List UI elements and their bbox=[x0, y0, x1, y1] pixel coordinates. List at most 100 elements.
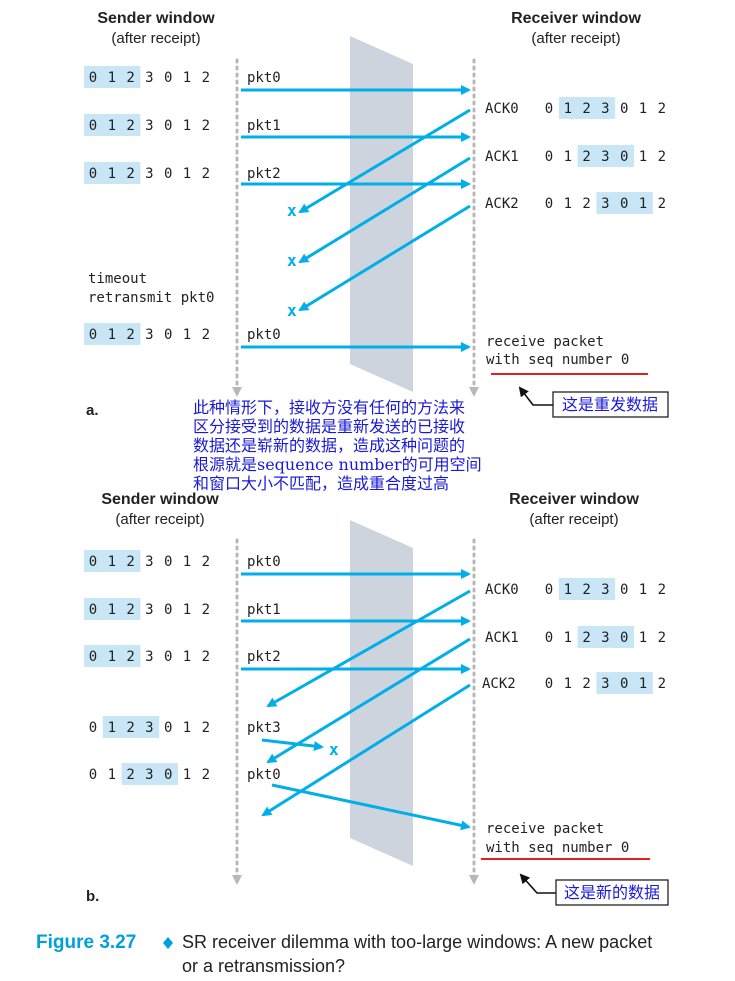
seq-number: 1 bbox=[564, 149, 572, 165]
seq-number: 2 bbox=[202, 649, 210, 665]
lost-mark-b-1: x bbox=[329, 740, 339, 759]
receiver-window-subheader-a: (after receipt) bbox=[531, 30, 620, 47]
window-highlight bbox=[84, 114, 141, 136]
seq-number: 1 bbox=[183, 602, 191, 618]
seq-number: 2 bbox=[202, 118, 210, 134]
window-highlight bbox=[121, 763, 178, 785]
receive-text-a-2: with seq number 0 bbox=[486, 352, 629, 368]
seq-number: 3 bbox=[601, 149, 609, 165]
packet-label-b-1: pkt0 bbox=[247, 554, 281, 570]
packet-label-b-4: pkt3 bbox=[247, 720, 281, 736]
packet-label-a-4: pkt0 bbox=[247, 327, 281, 343]
seq-number: 1 bbox=[108, 602, 116, 618]
seq-number: 1 bbox=[183, 554, 191, 570]
receiver-window-header-a: Receiver window bbox=[511, 10, 641, 27]
seq-number: 2 bbox=[126, 720, 134, 736]
seq-number: 0 bbox=[164, 118, 172, 134]
window-highlight bbox=[84, 550, 141, 572]
seq-number: 1 bbox=[639, 149, 647, 165]
seq-number: 0 bbox=[545, 582, 553, 598]
seq-number: 2 bbox=[582, 582, 590, 598]
window-highlight bbox=[84, 598, 141, 620]
seq-number: 0 bbox=[89, 70, 97, 86]
seq-number: 0 bbox=[89, 327, 97, 343]
seq-number: 2 bbox=[202, 166, 210, 182]
packet-label-a-2: pkt1 bbox=[247, 118, 281, 134]
seq-number: 2 bbox=[126, 649, 134, 665]
seq-number: 1 bbox=[108, 327, 116, 343]
seq-number: 2 bbox=[202, 602, 210, 618]
window-highlight bbox=[84, 645, 141, 667]
seq-number: 0 bbox=[164, 554, 172, 570]
seq-number: 0 bbox=[620, 149, 628, 165]
caption-line-1: SR receiver dilemma with too-large windo… bbox=[182, 932, 652, 952]
ack-label-a-1: ACK0 bbox=[485, 101, 519, 117]
seq-number: 2 bbox=[126, 118, 134, 134]
seq-number: 1 bbox=[183, 720, 191, 736]
seq-number: 0 bbox=[89, 720, 97, 736]
packet-label-b-3: pkt2 bbox=[247, 649, 281, 665]
seq-number: 2 bbox=[582, 676, 590, 692]
seq-number: 0 bbox=[89, 602, 97, 618]
seq-number: 0 bbox=[164, 649, 172, 665]
seq-number: 2 bbox=[582, 196, 590, 212]
window-highlight bbox=[84, 162, 141, 184]
window-highlight bbox=[102, 716, 160, 738]
seq-number: 0 bbox=[545, 630, 553, 646]
window-highlight bbox=[558, 578, 616, 600]
receive-text-a-1: receive packet bbox=[486, 334, 604, 350]
seq-number: 2 bbox=[658, 196, 666, 212]
lost-mark-a-2: x bbox=[287, 251, 297, 270]
seq-number: 0 bbox=[164, 720, 172, 736]
seq-number: 2 bbox=[658, 676, 666, 692]
seq-number: 1 bbox=[108, 166, 116, 182]
seq-number: 3 bbox=[145, 118, 153, 134]
seq-number: 2 bbox=[202, 767, 210, 783]
seq-number: 1 bbox=[108, 720, 116, 736]
sender-window-subheader-a: (after receipt) bbox=[111, 30, 200, 47]
seq-number: 0 bbox=[620, 676, 628, 692]
ack-label-a-3: ACK2 bbox=[485, 196, 519, 212]
window-highlight bbox=[558, 97, 616, 119]
lost-mark-a-3: x bbox=[287, 301, 297, 320]
seq-number: 2 bbox=[582, 101, 590, 117]
seq-number: 2 bbox=[582, 630, 590, 646]
seq-number: 3 bbox=[145, 70, 153, 86]
seq-number: 1 bbox=[108, 118, 116, 134]
seq-number: 1 bbox=[108, 70, 116, 86]
ack-arrow-a-2 bbox=[298, 156, 471, 264]
panel-label-b: b. bbox=[86, 888, 99, 905]
packet-label-a-3: pkt2 bbox=[247, 166, 281, 182]
caption-line-2: or a retransmission? bbox=[182, 956, 345, 976]
window-highlight bbox=[577, 626, 634, 648]
lost-mark-a-1: x bbox=[287, 201, 297, 220]
seq-number: 1 bbox=[183, 649, 191, 665]
seq-number: 1 bbox=[183, 70, 191, 86]
seq-number: 1 bbox=[183, 767, 191, 783]
ack-arrow-b-2 bbox=[266, 637, 471, 764]
packet-arrow-b-4 bbox=[261, 738, 324, 752]
seq-number: 0 bbox=[164, 327, 172, 343]
seq-number: 0 bbox=[164, 166, 172, 182]
sender-window-header-a: Sender window bbox=[97, 10, 215, 27]
seq-number: 2 bbox=[202, 554, 210, 570]
window-highlight bbox=[84, 323, 141, 345]
seq-number: 0 bbox=[620, 582, 628, 598]
seq-number: 1 bbox=[108, 649, 116, 665]
timeout-text-a: timeout bbox=[88, 271, 147, 287]
note-text-b: 这是新的数据 bbox=[564, 883, 660, 902]
seq-number: 3 bbox=[145, 554, 153, 570]
seq-number: 0 bbox=[89, 767, 97, 783]
seq-number: 1 bbox=[564, 676, 572, 692]
seq-number: 0 bbox=[89, 554, 97, 570]
caption-diamond-icon bbox=[163, 937, 173, 949]
seq-number: 2 bbox=[658, 101, 666, 117]
